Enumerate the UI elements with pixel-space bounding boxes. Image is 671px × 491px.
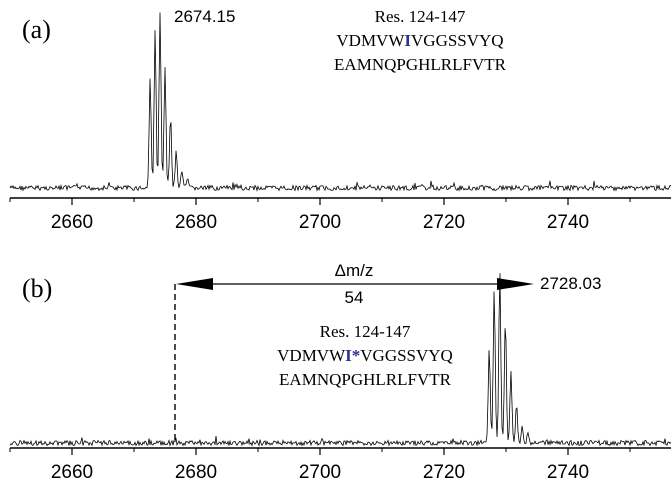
panel-b-residues-title: Res. 124-147 [320, 322, 411, 341]
delta-value: 54 [345, 288, 364, 307]
x-tick-label: 2700 [299, 212, 341, 233]
modification-star: * [352, 346, 361, 365]
delta-arrow-left-head [176, 278, 213, 290]
x-tick-label: 2720 [423, 212, 465, 233]
panel-a-peak-label: 2674.15 [174, 7, 235, 26]
highlighted-residue: I [345, 346, 352, 365]
panel-a-sequence-line2: EAMNQPGHLRLFVTR [334, 55, 507, 74]
spectrum-trace-a [9, 12, 671, 192]
x-axis-ticks-b: 2660 2680 2700 2720 2740 [9, 448, 631, 483]
panel-b-sequence-line2: EAMNQPGHLRLFVTR [279, 370, 452, 389]
panel-a-residues-title: Res. 124-147 [375, 7, 466, 26]
panel-a-sequence-line1: VDMVWIVGGSSVYQ [336, 31, 503, 50]
panel-b-peak-label: 2728.03 [540, 274, 601, 293]
panel-b-sequence-line1: VDMVWI*VGGSSVYQ [277, 346, 453, 365]
x-tick-label: 2740 [547, 462, 589, 483]
x-tick-label: 2740 [547, 212, 589, 233]
spectrum-trace-b [9, 273, 671, 447]
x-tick-label: 2680 [175, 212, 217, 233]
panel-b-label: (b) [22, 274, 52, 303]
delta-label: Δm/z [335, 261, 374, 280]
panel-a-label: (a) [22, 15, 51, 44]
x-tick-label: 2700 [299, 462, 341, 483]
delta-arrow-right-head [497, 278, 534, 290]
x-tick-label: 2720 [423, 462, 465, 483]
panel-a: (a) 2674.15 Res. 124-147 VDMVWIVGGSSVYQ … [9, 7, 671, 233]
highlighted-residue: I [404, 31, 411, 50]
x-tick-label: 2680 [175, 462, 217, 483]
x-axis-ticks-a: 2660 2680 2700 2720 2740 [9, 198, 631, 233]
x-tick-label: 2660 [51, 212, 93, 233]
panel-b: (b) 2728.03 Δm/z 54 Res. 124-147 VDMVWI*… [9, 261, 671, 483]
x-tick-label: 2660 [51, 462, 93, 483]
